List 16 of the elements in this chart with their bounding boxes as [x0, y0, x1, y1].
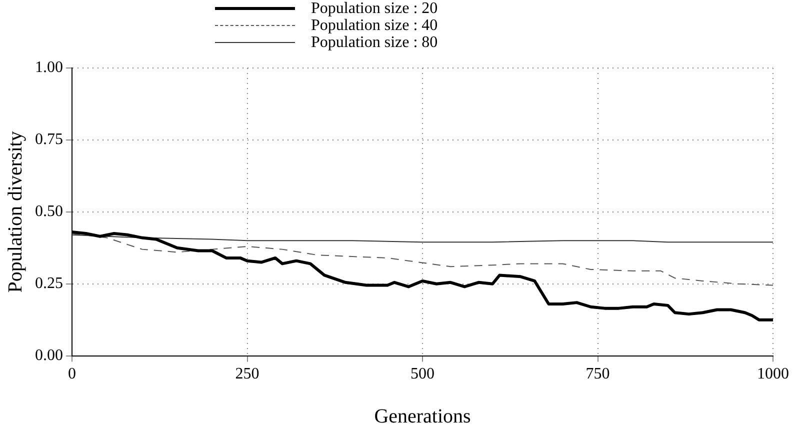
y-axis-title: Population diversity: [4, 131, 26, 293]
x-tick-label: 0: [68, 366, 76, 383]
x-tick-label: 250: [235, 366, 260, 383]
legend-label: Population size : 40: [311, 17, 438, 34]
y-tick-label: 0.25: [35, 275, 63, 292]
x-tick-label: 500: [410, 366, 434, 383]
legend-label: Population size : 20: [311, 0, 438, 17]
x-tick-label: 1000: [757, 366, 789, 383]
y-tick-label: 0.00: [35, 347, 63, 364]
x-tick-label: 750: [586, 366, 610, 383]
y-tick-label: 0.75: [35, 131, 63, 148]
y-tick-label: 1.00: [35, 59, 63, 76]
legend-label: Population size : 80: [311, 34, 438, 51]
x-axis-title: Generations: [374, 405, 472, 428]
line-series: [72, 232, 773, 286]
y-tick-label: 0.50: [35, 203, 63, 220]
